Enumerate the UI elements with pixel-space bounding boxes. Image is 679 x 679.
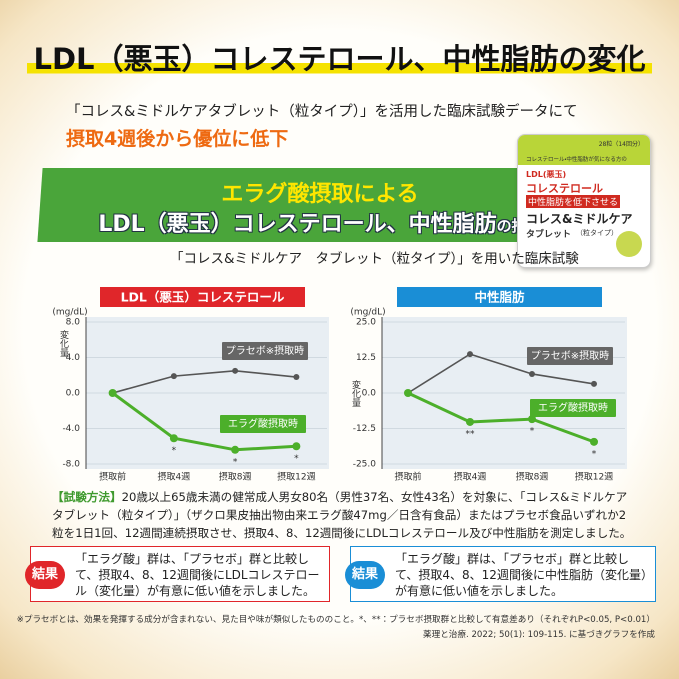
product-package: 28粒（14回分） コレステロール・中性脂肪が気になる方の LDL(悪玉) コレ… <box>517 134 651 268</box>
legend-label: エラグ酸摂取時 <box>228 417 298 430</box>
package-form-note: （粒タイプ） <box>576 229 618 237</box>
y-tick-label: 12.5 <box>356 353 376 363</box>
chart-title-box <box>397 287 602 307</box>
series-line <box>112 370 297 394</box>
legend-label: プラセボ※摂取時 <box>531 349 609 362</box>
method: 【試験方法】20歳以上65歳未満の健常成人男女80名（男性37名、女性43名）を… <box>52 488 632 542</box>
y-tick-label: 8.0 <box>66 318 81 328</box>
data-point <box>590 437 598 446</box>
x-tick-label: 摂取前 <box>99 471 126 483</box>
result-box: 結果 「エラグ酸」群は、「プラセボ」群と比較して、摂取4、8、12週間後に中性脂… <box>345 546 656 602</box>
y-tick-label: -25.0 <box>353 460 377 470</box>
x-tick-label: 摂取4週 <box>158 471 191 483</box>
significance-mark: * <box>592 449 597 459</box>
y-tick-label: 25.0 <box>356 318 376 328</box>
data-point <box>232 367 239 374</box>
chart-title: 中性脂肪 <box>474 290 525 305</box>
legend-box <box>530 399 616 417</box>
data-point <box>466 417 474 426</box>
chart-title-box <box>100 287 305 307</box>
package-seal <box>616 231 642 257</box>
legend-label: エラグ酸摂取時 <box>538 401 608 414</box>
series-line <box>111 391 297 452</box>
significance-mark: ** <box>466 429 476 439</box>
y-tick-label: -4.0 <box>62 424 80 434</box>
data-point <box>293 374 300 381</box>
x-tick-label: 摂取12週 <box>575 471 613 483</box>
method-label: 【試験方法】 <box>52 490 122 504</box>
banner-main: LDL（悪玉）コレステロール、中性脂肪 <box>98 212 497 237</box>
result-label: 結果 <box>345 561 385 589</box>
x-tick-label: 摂取12週 <box>277 471 315 483</box>
package-line2: コレステロール <box>526 182 603 195</box>
banner-line1: エラグ酸摂取による <box>221 182 419 207</box>
chart-title: LDL（悪玉）コレステロール <box>121 290 285 305</box>
significance-mark: * <box>294 454 299 464</box>
x-tick-label: 摂取4週 <box>454 471 487 483</box>
series-line <box>407 353 595 394</box>
data-point <box>529 370 535 377</box>
result-text: 「エラグ酸」群は、「プラセボ」群と比較して、摂取4、8、12週間後に中性脂肪（変… <box>395 552 647 598</box>
title-text: LDL（悪玉）コレステロール、中性脂肪の変化 <box>27 42 652 76</box>
data-point <box>231 445 240 454</box>
data-point <box>404 389 412 397</box>
result-label: 結果 <box>25 561 65 589</box>
package-tagline: コレステロール・中性脂肪が気になる方の <box>526 157 627 163</box>
result-box: 結果 「エラグ酸」群は、「プラセボ」群と比較して、摂取4、8、12週間後にLDL… <box>25 546 330 602</box>
significance-mark: * <box>172 446 177 456</box>
footnote: ※プラセボとは、効果を発揮する成分が含まれない、見た目や味が類似したもののこと。… <box>16 615 655 625</box>
y-tick-label: -12.5 <box>353 424 376 434</box>
data-point <box>170 373 177 380</box>
data-point <box>528 415 536 424</box>
package-line1: LDL(悪玉) <box>526 170 567 179</box>
data-point <box>108 389 117 397</box>
highlight-text: 摂取4週後から優位に低下 <box>66 128 289 150</box>
footnote: 薬理と治療. 2022; 50(1): 109-115. に基づきグラフを作成 <box>423 630 655 640</box>
method-text: 20歳以上65歳未満の健常成人男女80名（男性37名、女性43名）を対象に、「コ… <box>52 490 632 540</box>
significance-mark: * <box>530 427 535 437</box>
significance-mark: * <box>233 457 238 467</box>
data-point <box>169 434 178 443</box>
trial-note: 「コレス&ミドルケア タブレット（粒タイプ）」を用いた臨床試験 <box>170 251 579 267</box>
legend-label: プラセボ※摂取時 <box>226 344 304 357</box>
x-tick-label: 摂取8週 <box>516 471 549 483</box>
x-tick-label: 摂取前 <box>394 471 421 483</box>
data-point <box>591 380 597 387</box>
y-tick-label: 0.0 <box>66 389 81 399</box>
lead-text: 「コレス&ミドルケアタブレット（粒タイプ）」を活用した臨床試験データにて <box>66 104 578 120</box>
series-line <box>407 391 595 444</box>
legend-box <box>220 415 306 433</box>
package-line3: 中性脂肪を低下させる <box>526 195 621 208</box>
x-tick-label: 摂取8週 <box>219 471 252 483</box>
result-text: 「エラグ酸」群は、「プラセボ」群と比較して、摂取4、8、12週間後にLDLコレス… <box>75 552 320 598</box>
y-unit: (mg/dL) <box>350 308 385 318</box>
package-count: 28粒（14回分） <box>598 141 644 148</box>
legend-box <box>527 347 613 365</box>
y-tick-label: 0.0 <box>362 389 377 399</box>
legend-box <box>222 342 308 360</box>
y-tick-label: 4.0 <box>66 353 81 363</box>
package-band <box>518 135 650 165</box>
y-tick-label: -8.0 <box>62 460 80 470</box>
banner-line2: LDL（悪玉）コレステロール、中性脂肪の推移 <box>40 206 600 238</box>
package-name: コレス&ミドルケア <box>526 212 633 226</box>
package-form: タブレット <box>526 230 572 240</box>
page-title: LDL（悪玉）コレステロール、中性脂肪の変化 <box>0 36 679 78</box>
data-point <box>292 442 301 451</box>
data-point <box>467 351 473 358</box>
y-unit: (mg/dL) <box>52 308 87 318</box>
y-axis-label: 変化量 <box>350 379 361 407</box>
y-axis-label: 変化量 <box>58 329 69 357</box>
